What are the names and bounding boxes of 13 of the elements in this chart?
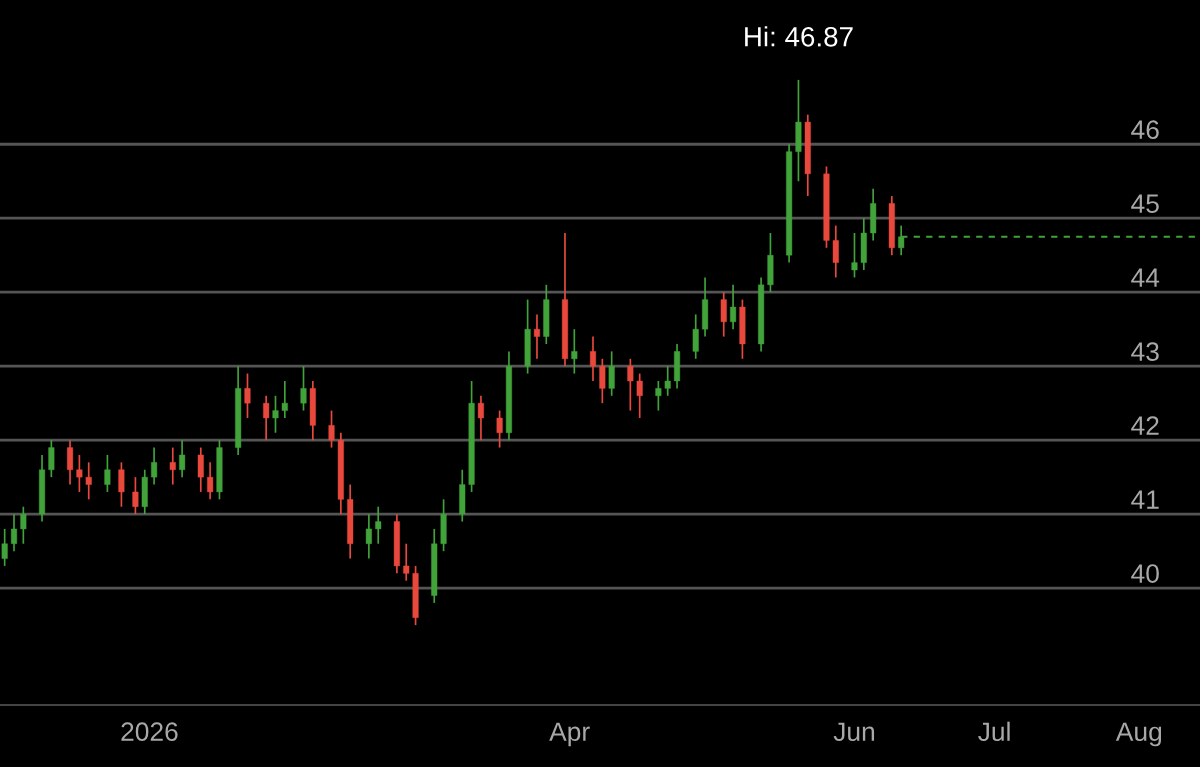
y-tick-label: 40: [1131, 564, 1159, 583]
annotation: Hi: 46.87: [745, 26, 853, 47]
x-tick-label: Apr: [549, 722, 590, 747]
y-tick-label: 42: [1131, 416, 1159, 435]
y-tick-label: 41: [1131, 490, 1159, 509]
y-tick-label: 44: [1131, 268, 1160, 287]
x-tick-label: Aug: [1115, 722, 1162, 747]
x-tick-label: 2026: [121, 722, 178, 742]
y-tick-label: 46: [1131, 120, 1159, 140]
y-tick-label: 45: [1131, 194, 1159, 214]
x-tick-label: Jul: [978, 721, 1010, 742]
x-tick-label: Jun: [833, 722, 875, 742]
y-tick-label: 43: [1131, 342, 1159, 361]
